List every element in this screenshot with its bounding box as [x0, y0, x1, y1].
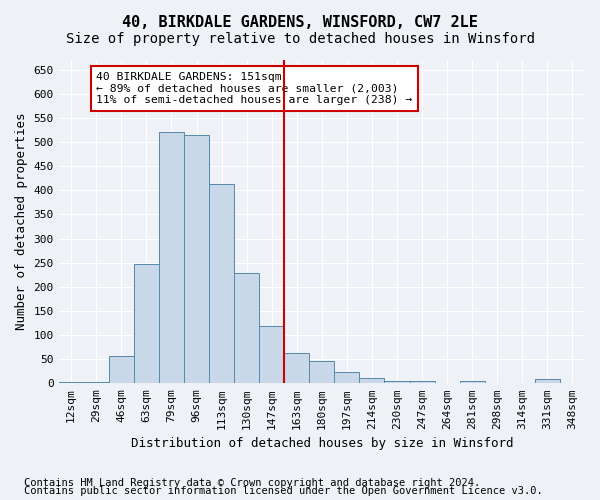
Bar	[359, 378, 385, 384]
Bar	[310, 360, 334, 384]
Bar	[184, 135, 209, 384]
Text: 40 BIRKDALE GARDENS: 151sqm
← 89% of detached houses are smaller (2,003)
11% of : 40 BIRKDALE GARDENS: 151sqm ← 89% of det…	[96, 72, 413, 106]
Text: 40, BIRKDALE GARDENS, WINSFORD, CW7 2LE: 40, BIRKDALE GARDENS, WINSFORD, CW7 2LE	[122, 15, 478, 30]
Bar	[284, 354, 310, 384]
Bar	[159, 132, 184, 384]
Y-axis label: Number of detached properties: Number of detached properties	[15, 113, 28, 330]
Bar	[460, 382, 485, 384]
Bar	[334, 372, 359, 384]
Bar	[535, 380, 560, 384]
Bar	[134, 264, 159, 384]
Bar	[109, 356, 134, 384]
Bar	[59, 382, 84, 384]
Text: Contains public sector information licensed under the Open Government Licence v3: Contains public sector information licen…	[24, 486, 543, 496]
Bar	[385, 381, 410, 384]
Bar	[234, 274, 259, 384]
Bar	[259, 326, 284, 384]
Bar	[410, 381, 434, 384]
Text: Size of property relative to detached houses in Winsford: Size of property relative to detached ho…	[65, 32, 535, 46]
Bar	[84, 382, 109, 384]
Bar	[209, 184, 234, 384]
Text: Contains HM Land Registry data © Crown copyright and database right 2024.: Contains HM Land Registry data © Crown c…	[24, 478, 480, 488]
X-axis label: Distribution of detached houses by size in Winsford: Distribution of detached houses by size …	[131, 437, 513, 450]
